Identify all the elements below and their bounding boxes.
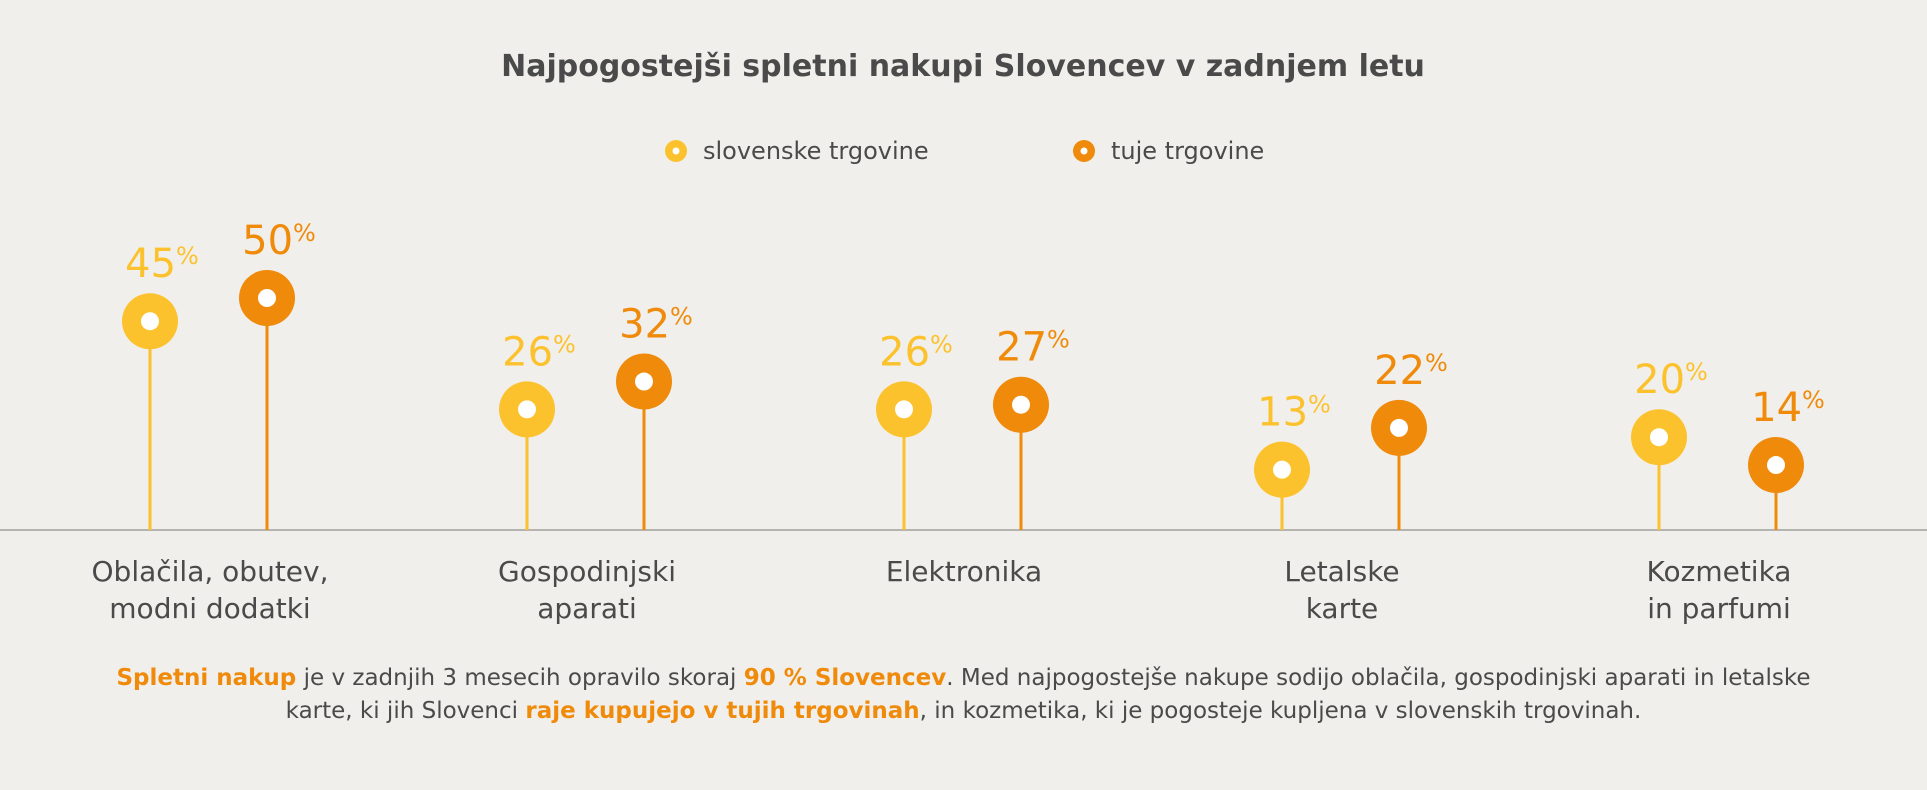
footnote-text: . Med najpogostejše nakupe sodijo oblači…	[285, 665, 1811, 724]
lollipop: 26%	[876, 329, 953, 530]
lollipop: 32%	[616, 302, 693, 530]
lollipop-hole	[1012, 395, 1030, 414]
lollipop-hole	[1273, 460, 1291, 479]
lollipop: 22%	[1371, 348, 1448, 530]
category-label: Elektronika	[886, 555, 1042, 588]
footnote-highlight: 90 % Slovencev	[743, 665, 947, 691]
category-label: Letalske	[1284, 555, 1399, 588]
data-label: 26%	[879, 329, 953, 375]
legend-label: slovenske trgovine	[703, 137, 929, 165]
lollipop: 26%	[499, 329, 576, 530]
category-label: aparati	[537, 592, 637, 625]
legend-label: tuje trgovine	[1111, 137, 1264, 165]
footnote-highlight: raje kupujejo v tujih trgovinah	[525, 698, 920, 724]
legend-item: slovenske trgovine	[665, 137, 929, 165]
data-label: 32%	[619, 302, 693, 348]
lollipop-hole	[635, 372, 653, 391]
lollipop-hole	[895, 400, 913, 419]
category-label: karte	[1306, 592, 1379, 625]
data-label: 20%	[1634, 357, 1708, 403]
lollipop: 45%	[122, 241, 199, 530]
category-label: Oblačila, obutev,	[92, 555, 329, 588]
legend: slovenske trgovine tuje trgovine	[665, 137, 1264, 165]
lollipop-hole	[1390, 418, 1408, 437]
chart-title: Najpogostejši spletni nakupi Slovencev v…	[501, 49, 1425, 84]
chart-marks: 45% 50% 26% 32% 26% 27% 13% 22% 20% 14%	[122, 218, 1825, 530]
lollipop-hole	[258, 289, 276, 307]
data-label: 45%	[125, 241, 199, 287]
lollipop-hole	[1650, 428, 1668, 447]
data-label: 50%	[242, 218, 316, 264]
lollipop-hole	[518, 400, 536, 419]
lollipop: 13%	[1254, 390, 1331, 530]
category-label: Gospodinjski	[498, 555, 676, 588]
data-label: 22%	[1374, 348, 1448, 394]
chart: Najpogostejši spletni nakupi Slovencev v…	[0, 49, 1927, 625]
lollipop: 50%	[239, 218, 316, 530]
category-label: modni dodatki	[109, 592, 310, 625]
data-label: 14%	[1751, 385, 1825, 431]
legend-marker-hole	[1080, 147, 1088, 155]
footnote-text: , in kozmetika, ki je pogosteje kupljena…	[919, 698, 1642, 724]
category-label: in parfumi	[1647, 592, 1791, 625]
lollipop: 20%	[1631, 357, 1708, 530]
data-label: 27%	[996, 325, 1070, 371]
category-labels: Oblačila, obutev, modni dodatki Gospodinjs…	[92, 555, 1792, 625]
legend-item: tuje trgovine	[1073, 137, 1264, 165]
lollipop-hole	[1767, 456, 1785, 475]
category-label: Kozmetika	[1647, 555, 1792, 588]
lollipop-hole	[141, 312, 159, 331]
data-label: 26%	[502, 329, 576, 375]
lollipop: 14%	[1748, 385, 1825, 530]
footnote-highlight: Spletni nakup	[116, 665, 297, 691]
legend-marker-hole	[672, 147, 680, 155]
footnote: Spletni nakup je v zadnjih 3 mesecih opr…	[80, 662, 1847, 728]
data-label: 13%	[1257, 390, 1331, 436]
footnote-text: je v zadnjih 3 mesecih opravilo skoraj	[296, 665, 744, 691]
lollipop: 27%	[993, 325, 1070, 530]
